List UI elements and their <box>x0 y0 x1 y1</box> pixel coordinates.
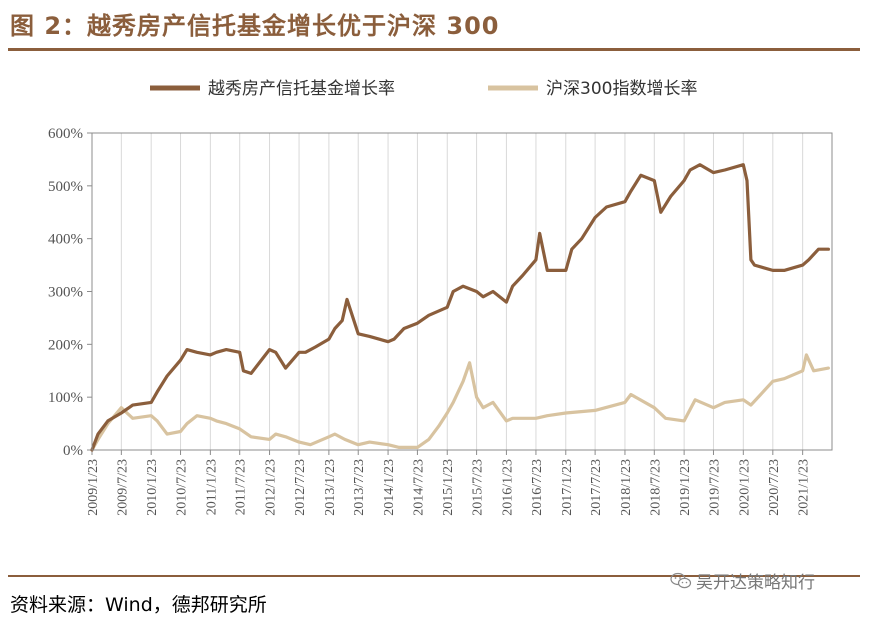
x-tick-label: 2016/1/23 <box>500 459 515 516</box>
x-tick-label: 2018/1/23 <box>619 459 634 516</box>
x-tick-label: 2009/7/23 <box>115 459 130 516</box>
x-tick-label: 2015/1/23 <box>441 459 456 516</box>
series-line-reit <box>90 163 831 452</box>
y-tick-label: 0% <box>63 443 83 459</box>
x-tick-label: 2015/7/23 <box>471 459 486 516</box>
legend-label-series-1: 越秀房产信托基金增长率 <box>208 79 395 99</box>
chart-legend: 越秀房产信托基金增长率 沪深300指数增长率 <box>150 79 697 99</box>
x-tick-label: 2014/7/23 <box>411 459 426 516</box>
y-tick-label: 600% <box>48 126 83 142</box>
x-tick-label: 2017/1/23 <box>560 459 575 516</box>
y-axis-ticks: 0% 100% 200% 300% 400% 500% 600% <box>48 126 92 459</box>
source-note: 资料来源：Wind，德邦研究所 <box>10 594 267 616</box>
series-line-csi300 <box>90 353 831 452</box>
y-tick-label: 200% <box>48 337 83 353</box>
chart-series-lines <box>90 163 831 452</box>
x-tick-label: 2016/7/23 <box>530 459 545 516</box>
x-tick-label: 2013/1/23 <box>323 459 338 516</box>
x-tick-label: 2012/7/23 <box>293 459 308 516</box>
line-chart: 越秀房产信托基金增长率 沪深300指数增长率 0% 100% 200% 300% 400%… <box>48 79 833 516</box>
x-tick-label: 2011/1/23 <box>204 459 219 515</box>
watermark: 吴开达策略知行 <box>670 568 815 593</box>
y-tick-label: 100% <box>48 390 83 406</box>
x-tick-label: 2019/1/23 <box>678 459 693 516</box>
x-tick-label: 2013/7/23 <box>352 459 367 516</box>
x-tick-label: 2010/7/23 <box>175 459 190 516</box>
x-tick-label: 2011/7/23 <box>234 459 249 515</box>
x-tick-label: 2010/1/23 <box>145 459 160 516</box>
x-tick-label: 2019/7/23 <box>707 459 722 516</box>
chart-grid <box>91 133 804 450</box>
x-tick-label: 2020/1/23 <box>737 459 752 516</box>
x-tick-label: 2014/1/23 <box>382 459 397 516</box>
title-rule <box>8 48 860 51</box>
plot-frame <box>91 132 833 451</box>
x-tick-label: 2017/7/23 <box>589 459 604 516</box>
x-tick-label: 2012/1/23 <box>264 459 279 516</box>
y-tick-label: 300% <box>48 285 83 301</box>
y-tick-label: 400% <box>48 232 83 248</box>
watermark-text: 吴开达策略知行 <box>696 573 815 593</box>
x-tick-label: 2020/7/23 <box>767 459 782 516</box>
wechat-icon <box>670 572 692 588</box>
footer-rule <box>8 575 860 577</box>
figure-title: 图 2：越秀房产信托基金增长优于沪深 300 <box>10 12 500 40</box>
y-tick-label: 500% <box>48 179 83 195</box>
legend-label-series-2: 沪深300指数增长率 <box>546 79 697 99</box>
x-axis-ticks: 2009/1/23 2009/7/23 2010/1/23 2010/7/23 2011… <box>86 450 812 516</box>
x-tick-label: 2021/1/23 <box>797 459 812 516</box>
x-tick-label: 2018/7/23 <box>648 459 663 516</box>
x-tick-label: 2009/1/23 <box>86 459 101 516</box>
